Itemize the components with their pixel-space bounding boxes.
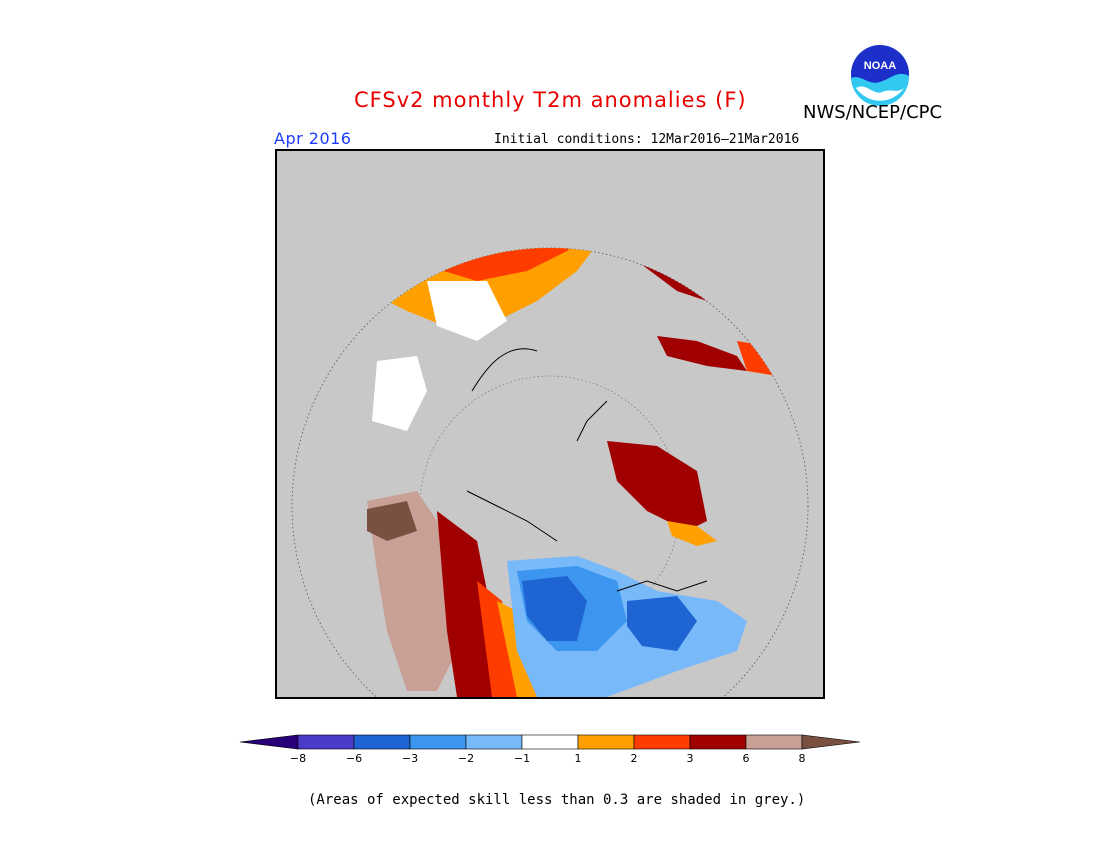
greenland-darkred-region	[607, 441, 707, 531]
colorbar-tick-label: −2	[458, 752, 474, 765]
greenland-orange-region	[667, 521, 717, 546]
initial-conditions-label: Initial conditions: 12Mar2016–21Mar2016	[494, 132, 800, 147]
colorbar-tick-label: −8	[290, 752, 306, 765]
central-asia-white-region	[427, 281, 507, 341]
colorbar-tick-label: 1	[575, 752, 582, 765]
alaska-brown-region	[367, 501, 417, 541]
skill-footnote: (Areas of expected skill less than 0.3 a…	[308, 792, 806, 808]
noaa-logo-icon: NOAA	[849, 43, 911, 106]
colorbar-arrow-low	[239, 734, 299, 750]
china-white-region	[372, 356, 427, 431]
colorbar-bin	[409, 734, 467, 750]
hemisphere-boundary	[291, 247, 809, 697]
europe-darkred-region	[657, 336, 747, 371]
colorbar-tick-label: 3	[687, 752, 694, 765]
polar-map	[275, 149, 825, 699]
map-title: CFSv2 monthly T2m anomalies (F)	[354, 88, 747, 112]
labrador-darkblue-region	[627, 596, 697, 651]
colorbar-tick-label: 8	[799, 752, 806, 765]
colorbar-tick-label: 6	[743, 752, 750, 765]
colorbar-bin	[353, 734, 411, 750]
alaska-tan-region	[367, 491, 457, 691]
colorbar-bin	[465, 734, 523, 750]
western-canada-darkred-region	[437, 511, 492, 697]
coastline	[466, 348, 708, 592]
agency-label: NWS/NCEP/CPC	[803, 102, 943, 123]
colorbar-tick-label: −6	[346, 752, 362, 765]
colorbar-tick-label: −3	[402, 752, 418, 765]
colorbar-bin	[577, 734, 635, 750]
colorbar-bin	[521, 734, 579, 750]
logo-text: NOAA	[864, 60, 896, 72]
colorbar-bin	[297, 734, 355, 750]
colorbar-arrow-high	[801, 734, 861, 750]
valid-month-label: Apr 2016	[274, 129, 352, 148]
colorbar-bin	[633, 734, 691, 750]
colorbar-tick-label: 2	[631, 752, 638, 765]
colorbar-tick-label: −1	[514, 752, 530, 765]
colorbar-legend: −8 −6 −3 −2 −1 1 2 3 6 8	[239, 734, 861, 765]
canada-darkblue-region	[522, 576, 587, 641]
colorbar-bin	[745, 734, 803, 750]
colorbar-bin	[689, 734, 747, 750]
western-canada-red-region	[477, 581, 517, 697]
